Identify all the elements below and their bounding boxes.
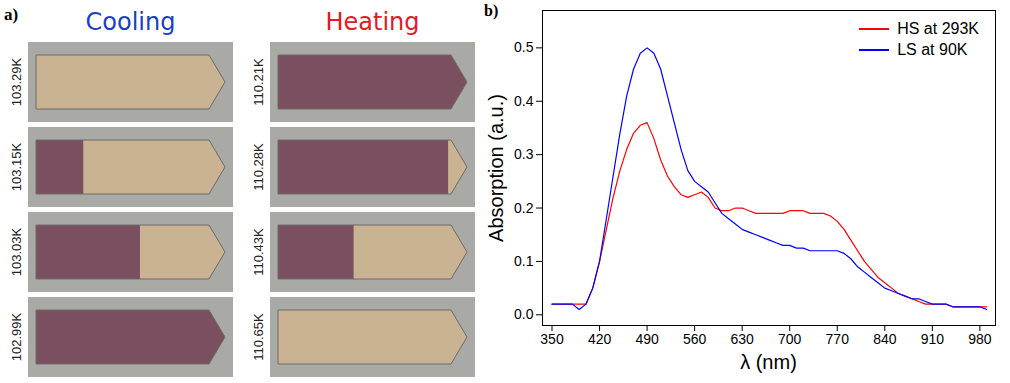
svg-text:0.1: 0.1 [514, 253, 534, 269]
svg-text:700: 700 [778, 331, 802, 347]
html-text:λ (nm): λ (nm) [740, 351, 797, 373]
svg-text:0.2: 0.2 [514, 200, 534, 216]
html-text:LS at 90K: LS at 90K [897, 40, 968, 58]
svg-text:560: 560 [683, 331, 707, 347]
svg-text:350: 350 [540, 331, 564, 347]
html-text:HS at 293K: HS at 293K [897, 19, 979, 37]
svg-text:980: 980 [968, 331, 992, 347]
svg-text:a): a) [4, 5, 18, 24]
svg-text:770: 770 [826, 331, 850, 347]
svg-text:0.4: 0.4 [514, 93, 534, 109]
svg-text:Cooling: Cooling [86, 8, 176, 36]
svg-text:103.29K: 103.29K [9, 57, 24, 106]
svg-text:630: 630 [730, 331, 754, 347]
svg-text:110.21K: 110.21K [251, 58, 266, 106]
svg-text:420: 420 [588, 331, 612, 347]
svg-text:490: 490 [635, 331, 659, 347]
svg-text:110.43K: 110.43K [251, 228, 266, 276]
svg-text:Heating: Heating [325, 8, 419, 36]
svg-text:910: 910 [921, 331, 945, 347]
html-text:Absorption (a.u.): Absorption (a.u.) [485, 93, 507, 242]
svg-text:0.3: 0.3 [514, 146, 534, 162]
svg-text:840: 840 [873, 331, 897, 347]
svg-text:0.5: 0.5 [514, 39, 534, 55]
svg-text:102.99K: 102.99K [9, 312, 24, 361]
svg-text:110.65K: 110.65K [251, 313, 266, 361]
svg-text:103.03K: 103.03K [9, 227, 24, 276]
svg-text:103.15K: 103.15K [9, 142, 24, 191]
svg-text:0.0: 0.0 [514, 306, 534, 322]
svg-text:110.28K: 110.28K [251, 143, 266, 191]
html-text:b): b) [484, 2, 499, 19]
